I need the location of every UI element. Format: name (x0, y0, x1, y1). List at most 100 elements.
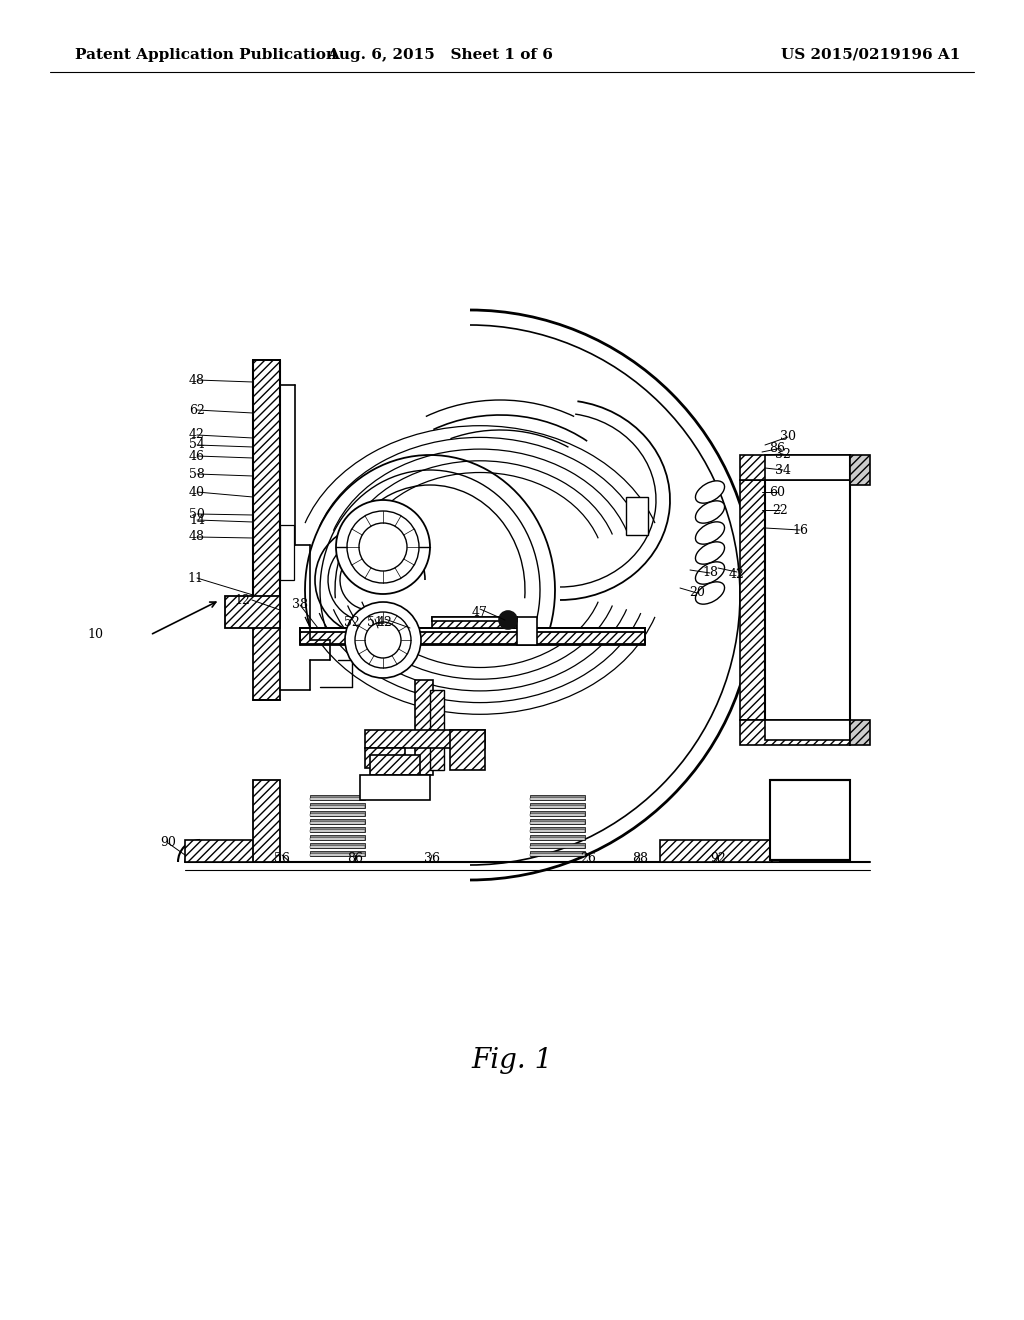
Text: 42: 42 (377, 615, 393, 628)
Bar (310, 807, 365, 808)
Text: 86: 86 (769, 442, 785, 455)
Bar (850, 455, 870, 484)
Bar (740, 480, 765, 719)
Bar (530, 828, 585, 832)
Bar (310, 838, 365, 840)
Bar (253, 620, 280, 700)
Bar (740, 719, 850, 744)
Bar (310, 851, 365, 855)
Text: 34: 34 (775, 463, 791, 477)
Bar (415, 680, 433, 775)
Circle shape (345, 602, 421, 678)
Ellipse shape (695, 480, 725, 503)
Text: 62: 62 (189, 404, 205, 417)
Circle shape (365, 622, 401, 657)
Bar (626, 498, 648, 535)
Text: 18: 18 (702, 566, 718, 579)
Text: 52: 52 (344, 615, 359, 628)
Bar (530, 843, 585, 847)
Bar (310, 828, 365, 832)
Text: 26: 26 (580, 851, 596, 865)
Text: 22: 22 (772, 503, 787, 516)
Bar (253, 780, 280, 862)
Text: 42: 42 (189, 429, 205, 441)
Bar (517, 616, 537, 645)
Text: 36: 36 (424, 851, 440, 865)
Bar (310, 843, 365, 847)
Circle shape (347, 511, 419, 583)
Text: 90: 90 (160, 837, 176, 850)
Bar (530, 799, 585, 800)
Text: 48: 48 (189, 374, 205, 387)
Circle shape (336, 500, 430, 594)
Bar (185, 840, 265, 862)
Bar (660, 840, 780, 862)
Bar (310, 830, 365, 832)
Ellipse shape (695, 521, 725, 544)
Bar (310, 836, 365, 840)
Text: 54: 54 (189, 438, 205, 451)
Bar (310, 803, 365, 808)
Bar (770, 780, 850, 861)
Text: 51: 51 (367, 615, 383, 628)
Bar (430, 690, 444, 770)
Bar (530, 795, 585, 800)
Bar (300, 628, 645, 644)
Bar (530, 854, 585, 855)
Bar (530, 818, 585, 824)
Bar (310, 854, 365, 855)
Bar (432, 616, 517, 628)
Bar (310, 795, 365, 800)
Bar (370, 755, 420, 775)
Bar (765, 455, 850, 480)
Bar (432, 616, 517, 620)
Bar (530, 836, 585, 840)
Text: 38: 38 (292, 598, 308, 611)
Bar (450, 730, 485, 770)
Ellipse shape (695, 582, 725, 605)
Bar (530, 851, 585, 855)
Ellipse shape (695, 541, 725, 564)
Circle shape (499, 611, 517, 630)
Bar (530, 810, 585, 816)
Text: 47: 47 (472, 606, 488, 619)
Text: Patent Application Publication: Patent Application Publication (75, 48, 337, 62)
Text: 42: 42 (729, 569, 744, 582)
Text: 11: 11 (187, 572, 203, 585)
Text: US 2015/0219196 A1: US 2015/0219196 A1 (780, 48, 961, 62)
Bar (765, 719, 850, 741)
Ellipse shape (695, 562, 725, 585)
Bar (253, 360, 280, 620)
Text: 88: 88 (632, 851, 648, 865)
Bar (365, 730, 485, 748)
Bar (530, 807, 585, 808)
Text: 40: 40 (189, 486, 205, 499)
Bar (300, 628, 645, 632)
Text: 58: 58 (189, 467, 205, 480)
Bar (530, 822, 585, 824)
Text: 60: 60 (769, 486, 785, 499)
Bar (530, 814, 585, 816)
Bar (280, 525, 294, 579)
Bar (310, 822, 365, 824)
Bar (310, 818, 365, 824)
Text: 86: 86 (347, 851, 362, 865)
Text: 30: 30 (780, 430, 796, 444)
Bar (310, 799, 365, 800)
Bar (530, 838, 585, 840)
Text: 92: 92 (710, 851, 726, 865)
Ellipse shape (695, 500, 725, 523)
Text: 46: 46 (189, 450, 205, 462)
Text: 32: 32 (775, 447, 791, 461)
Text: 56: 56 (274, 851, 290, 865)
Bar (530, 846, 585, 847)
Text: 48: 48 (189, 531, 205, 544)
Bar (225, 597, 280, 628)
Text: 20: 20 (689, 586, 705, 599)
Bar (310, 846, 365, 847)
Bar (310, 814, 365, 816)
Bar (365, 748, 406, 768)
Bar (310, 810, 365, 816)
Text: 12: 12 (234, 594, 250, 606)
Bar (530, 803, 585, 808)
